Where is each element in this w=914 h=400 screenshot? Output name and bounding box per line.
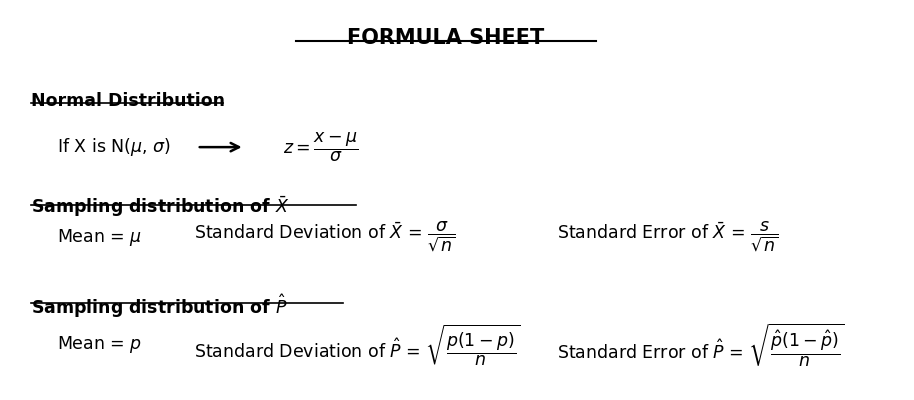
Text: $z = \dfrac{x-\mu}{\sigma}$: $z = \dfrac{x-\mu}{\sigma}$ xyxy=(282,130,357,164)
Text: Mean = $\mu$: Mean = $\mu$ xyxy=(58,227,143,248)
Text: Standard Error of $\bar{X}$ = $\dfrac{s}{\sqrt{n}}$: Standard Error of $\bar{X}$ = $\dfrac{s}… xyxy=(557,220,778,254)
Text: Standard Deviation of $\hat{P}$ = $\sqrt{\dfrac{p(1-p)}{n}}$: Standard Deviation of $\hat{P}$ = $\sqrt… xyxy=(194,322,520,368)
Text: Standard Deviation of $\bar{X}$ = $\dfrac{\sigma}{\sqrt{n}}$: Standard Deviation of $\bar{X}$ = $\dfra… xyxy=(194,220,456,254)
Text: Standard Error of $\hat{P}$ = $\sqrt{\dfrac{\hat{p}(1-\hat{p})}{n}}$: Standard Error of $\hat{P}$ = $\sqrt{\df… xyxy=(557,321,844,368)
Text: Normal Distribution: Normal Distribution xyxy=(31,92,225,110)
Text: Sampling distribution of $\bar{X}$: Sampling distribution of $\bar{X}$ xyxy=(31,194,289,219)
Text: If X is N($\mu$, $\sigma$): If X is N($\mu$, $\sigma$) xyxy=(58,136,171,158)
Text: Sampling distribution of $\hat{P}$: Sampling distribution of $\hat{P}$ xyxy=(31,292,287,320)
Text: Mean = $p$: Mean = $p$ xyxy=(58,334,143,356)
Text: FORMULA SHEET: FORMULA SHEET xyxy=(347,28,545,48)
